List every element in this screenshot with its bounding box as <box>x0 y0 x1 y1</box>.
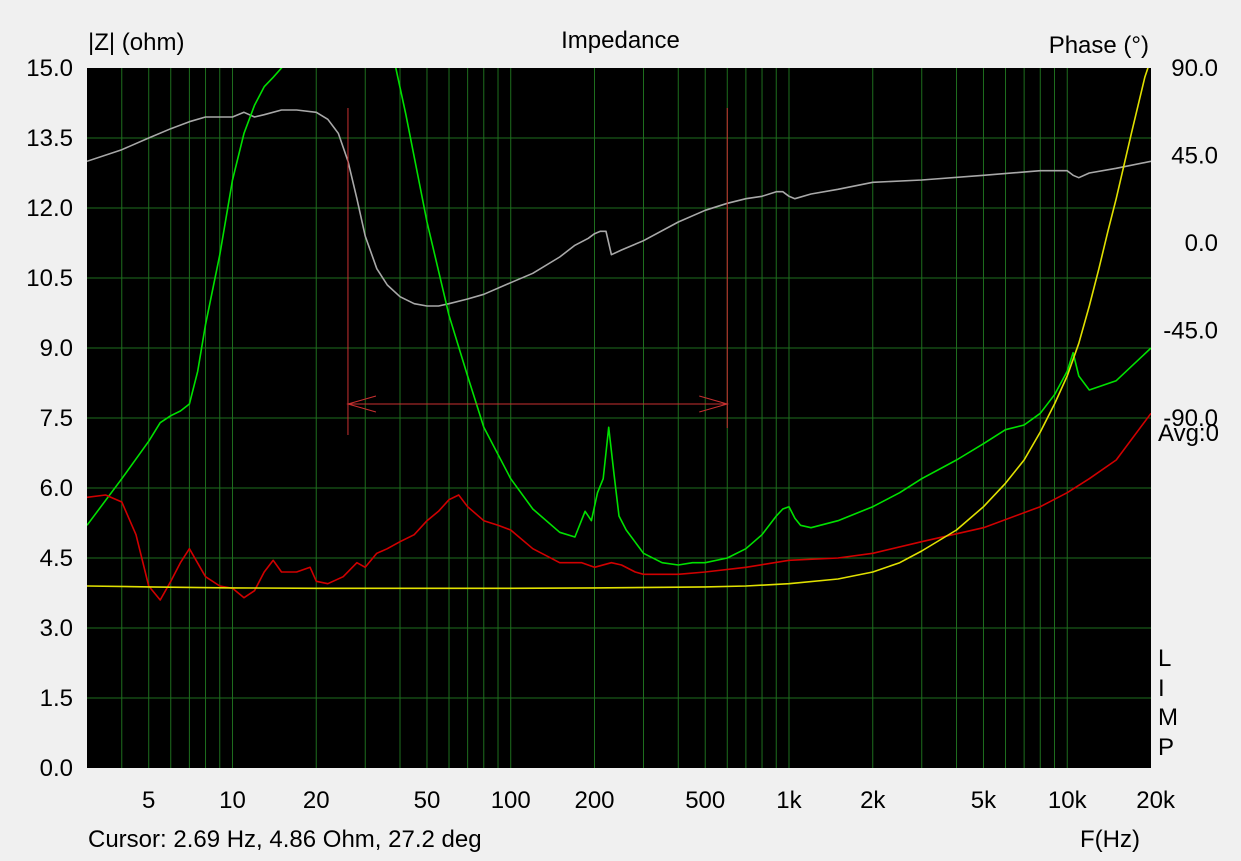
y-tick-label: 4.5 <box>40 545 73 572</box>
side-letter-p: P <box>1158 734 1175 761</box>
x-tick-label: 50 <box>414 787 441 814</box>
y-tick-label: 3.0 <box>40 615 73 642</box>
y2-tick-label: 0.0 <box>1185 230 1218 257</box>
series-line-yellow <box>87 68 1149 590</box>
x-tick-label: 2k <box>860 787 886 814</box>
left-axis-title: |Z| (ohm) <box>88 29 185 56</box>
right-axis-title: Phase (°) <box>1048 32 1149 59</box>
side-letter-m: M <box>1158 704 1178 731</box>
y2-tick-label: -90.0 <box>1163 405 1218 432</box>
y2-tick-label: -45.0 <box>1163 318 1218 345</box>
x-tick-label: 5 <box>142 787 155 814</box>
x-tick-label: 10 <box>219 787 246 814</box>
series-line-green <box>87 68 1151 566</box>
x-tick-label: 20k <box>1136 787 1176 814</box>
side-letter-i: I <box>1158 675 1165 702</box>
x-tick-label: 200 <box>574 787 614 814</box>
y-tick-label: 7.5 <box>40 405 73 432</box>
x-tick-label: 5k <box>971 787 997 814</box>
y-tick-label: 9.0 <box>40 335 73 362</box>
series-line-gray <box>87 109 1151 307</box>
chart-title: Impedance <box>561 27 680 54</box>
y-tick-label: 1.5 <box>40 685 73 712</box>
y-tick-label: 0.0 <box>40 755 73 782</box>
y2-tick-label: 45.0 <box>1171 143 1218 170</box>
x-tick-label: 100 <box>491 787 531 814</box>
marker-arrow-left <box>346 395 377 413</box>
y-tick-label: 6.0 <box>40 475 73 502</box>
cursor-readout: Cursor: 2.69 Hz, 4.86 Ohm, 27.2 deg <box>88 826 482 853</box>
side-letter-l: L <box>1158 645 1172 672</box>
y-tick-label: 15.0 <box>26 55 73 82</box>
y2-tick-label: 90.0 <box>1171 55 1218 82</box>
x-tick-label: 500 <box>685 787 725 814</box>
x-axis-title: F(Hz) <box>1080 826 1140 853</box>
x-tick-label: 10k <box>1048 787 1088 814</box>
x-tick-label: 20 <box>303 787 330 814</box>
x-tick-label: 1k <box>776 787 802 814</box>
series-line-red <box>87 412 1151 601</box>
y-tick-label: 10.5 <box>26 265 73 292</box>
average-label: Avg:0 <box>1158 420 1219 447</box>
marker-arrow-right <box>699 395 730 413</box>
y-tick-label: 13.5 <box>26 125 73 152</box>
y-tick-label: 12.0 <box>26 195 73 222</box>
